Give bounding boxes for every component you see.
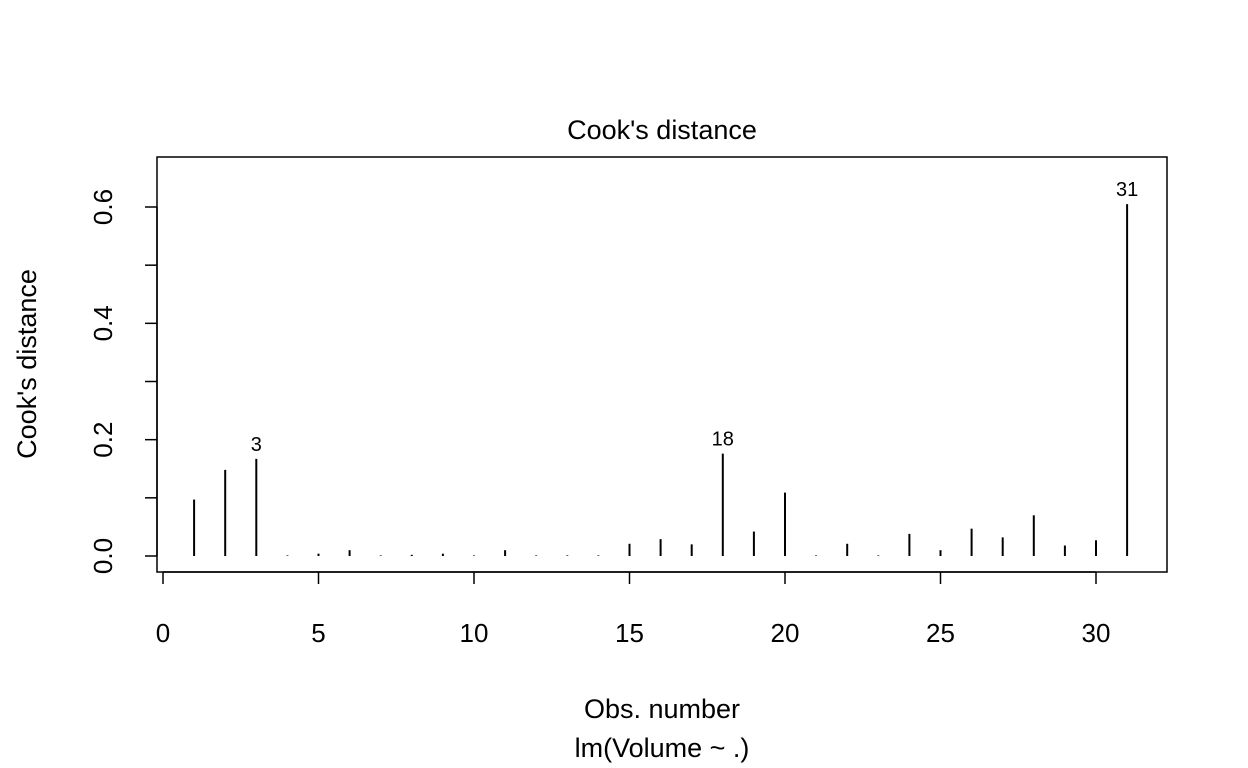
x-axis: 0 5 10 15 20 25 30 xyxy=(156,571,1111,648)
point-label-31: 31 xyxy=(1116,179,1138,201)
plot-frame xyxy=(156,156,1168,573)
model-subtitle: lm(Volume ~ .) xyxy=(575,733,750,763)
x-tick-label-5: 5 xyxy=(311,618,325,648)
x-tick-label-20: 20 xyxy=(771,618,800,648)
y-axis: 0.0 0.2 0.4 0.6 xyxy=(88,189,158,574)
y-tick-label-0-2: 0.2 xyxy=(88,422,118,458)
x-tick-label-10: 10 xyxy=(460,618,489,648)
y-tick-label-0-0: 0.0 xyxy=(88,538,118,574)
point-label-3: 3 xyxy=(251,434,262,456)
x-axis-label: Obs. number xyxy=(584,694,740,724)
x-tick-label-0: 0 xyxy=(156,618,170,648)
y-axis-label: Cook's distance xyxy=(12,269,42,459)
y-tick-label-0-4: 0.4 xyxy=(88,305,118,341)
y-tick-label-0-6: 0.6 xyxy=(88,189,118,225)
bars-group xyxy=(193,204,1129,556)
chart-title: Cook's distance xyxy=(567,115,757,145)
x-tick-label-25: 25 xyxy=(926,618,955,648)
x-tick-label-30: 30 xyxy=(1082,618,1111,648)
point-label-18: 18 xyxy=(712,429,734,451)
x-tick-label-15: 15 xyxy=(615,618,644,648)
point-labels-group: 3 18 31 xyxy=(251,179,1138,456)
